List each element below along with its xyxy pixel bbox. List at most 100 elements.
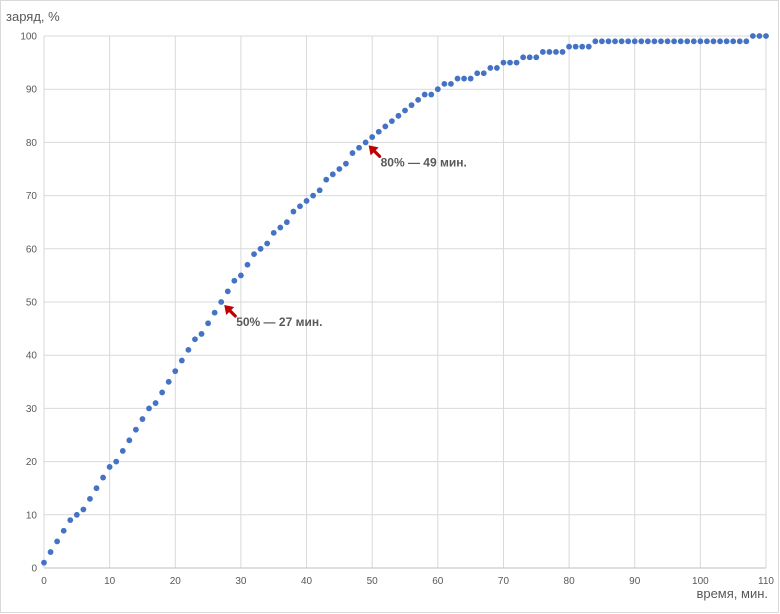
- data-point: [441, 80, 448, 87]
- data-point: [717, 38, 723, 45]
- data-point: [658, 38, 664, 45]
- data-point: [743, 38, 750, 45]
- data-point: [244, 261, 251, 268]
- data-point: [329, 171, 336, 178]
- data-point: [106, 464, 113, 470]
- data-point: [677, 38, 684, 45]
- data-point: [192, 336, 198, 343]
- data-point: [500, 59, 507, 66]
- x-tick-label: 40: [301, 576, 313, 587]
- y-tick-labels: 0 10 20 30 40 50 60 70 80 90 100: [20, 32, 37, 575]
- data-point: [579, 43, 586, 50]
- data-point: [599, 38, 605, 45]
- annotation-arrow: [368, 145, 382, 158]
- data-point: [146, 405, 152, 412]
- data-point: [592, 38, 599, 45]
- x-tick-label: 0: [41, 576, 47, 587]
- data-points: [41, 33, 769, 566]
- data-point: [231, 277, 238, 284]
- data-point: [723, 38, 730, 45]
- data-point: [480, 70, 487, 77]
- x-axis-title: время, мин.: [696, 586, 768, 601]
- data-point: [749, 33, 756, 39]
- data-point: [487, 65, 494, 71]
- data-point: [461, 75, 467, 82]
- data-point: [224, 288, 231, 295]
- data-point: [303, 198, 310, 204]
- data-point: [349, 150, 356, 156]
- x-tick-label: 50: [367, 576, 379, 587]
- data-point: [388, 118, 395, 125]
- data-point: [93, 485, 100, 492]
- data-point: [434, 86, 441, 93]
- data-point: [454, 75, 461, 82]
- data-point: [41, 559, 47, 566]
- data-point: [165, 378, 172, 385]
- data-point: [730, 38, 737, 45]
- y-tick-label: 40: [26, 351, 38, 362]
- annotation-label: 50% — 27 мин.: [236, 315, 322, 329]
- data-point: [638, 38, 645, 45]
- data-point: [60, 527, 67, 534]
- data-point: [277, 224, 284, 231]
- annotation-arrow: [224, 305, 237, 318]
- data-point: [559, 49, 566, 55]
- data-point: [612, 38, 618, 45]
- y-tick-label: 80: [26, 138, 38, 149]
- data-point: [756, 33, 763, 39]
- data-point: [172, 368, 179, 375]
- data-point: [415, 96, 422, 103]
- data-point: [73, 511, 80, 518]
- data-point: [631, 38, 638, 45]
- x-tick-label: 70: [498, 576, 510, 587]
- data-point: [572, 43, 579, 50]
- data-point: [644, 38, 651, 45]
- data-point: [251, 251, 257, 258]
- data-point: [198, 331, 205, 337]
- data-point: [493, 65, 500, 71]
- data-point: [736, 38, 743, 45]
- data-point: [428, 91, 435, 98]
- data-point: [159, 389, 166, 396]
- data-point: [382, 123, 389, 130]
- data-point: [408, 102, 415, 109]
- data-point: [546, 49, 553, 55]
- x-tick-label: 60: [432, 576, 444, 587]
- x-tick-labels: 0 10 20 30 40 50 60 70 80 90 100 110: [41, 576, 774, 587]
- data-point: [402, 107, 408, 114]
- data-point: [310, 192, 317, 199]
- data-point: [257, 245, 264, 252]
- y-tick-label: 70: [26, 191, 38, 202]
- data-point: [690, 38, 697, 45]
- data-point: [533, 54, 540, 61]
- y-axis-title: заряд, %: [6, 9, 60, 24]
- data-point: [119, 448, 126, 454]
- data-point: [585, 43, 592, 50]
- data-point: [539, 49, 546, 55]
- data-point: [507, 59, 513, 66]
- y-tick-label: 0: [31, 564, 37, 575]
- data-point: [625, 38, 632, 45]
- data-point: [270, 229, 277, 236]
- grid-lines: [43, 35, 767, 569]
- x-tick-label: 30: [235, 576, 247, 587]
- data-point: [238, 272, 244, 279]
- x-tick-label: 20: [170, 576, 182, 587]
- data-point: [343, 160, 349, 167]
- y-tick-label: 90: [26, 85, 38, 96]
- data-point: [139, 416, 146, 422]
- x-tick-label: 10: [104, 576, 116, 587]
- data-point: [67, 517, 74, 524]
- data-point: [362, 139, 369, 146]
- data-point: [218, 299, 225, 305]
- data-point: [290, 208, 297, 215]
- data-point: [553, 49, 559, 55]
- data-point: [80, 506, 87, 513]
- y-tick-label: 60: [26, 244, 38, 255]
- data-point: [336, 166, 343, 172]
- data-point: [113, 458, 120, 465]
- data-point: [205, 320, 211, 327]
- data-point: [526, 54, 533, 61]
- y-tick-label: 20: [26, 457, 38, 468]
